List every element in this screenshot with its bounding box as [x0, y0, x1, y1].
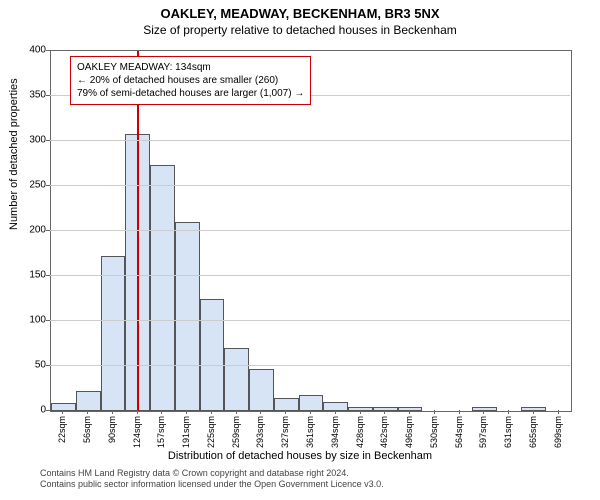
y-tick-label: 300 — [29, 135, 46, 146]
y-tick-mark — [46, 275, 50, 276]
y-tick-label: 150 — [29, 270, 46, 281]
x-tick-label: 631sqm — [503, 416, 513, 448]
y-tick-label: 50 — [35, 360, 46, 371]
y-tick-label: 350 — [29, 90, 46, 101]
x-tick-label: 225sqm — [206, 416, 216, 448]
x-tick-mark — [87, 410, 88, 414]
x-tick-label: 564sqm — [454, 416, 464, 448]
x-tick-label: 293sqm — [255, 416, 265, 448]
x-tick-label: 597sqm — [478, 416, 488, 448]
gridline — [50, 365, 570, 366]
x-tick-label: 361sqm — [305, 416, 315, 448]
histogram-bar — [150, 165, 175, 411]
y-tick-mark — [46, 230, 50, 231]
x-tick-mark — [112, 410, 113, 414]
x-tick-mark — [285, 410, 286, 414]
histogram-bar — [51, 403, 76, 411]
histogram-bar — [249, 369, 274, 411]
x-tick-mark — [161, 410, 162, 414]
x-tick-label: 428sqm — [355, 416, 365, 448]
y-tick-label: 400 — [29, 45, 46, 56]
histogram-bar — [299, 395, 324, 411]
x-tick-mark — [137, 410, 138, 414]
gridline — [50, 275, 570, 276]
histogram-bar — [224, 348, 249, 411]
annotation-box: OAKLEY MEADWAY: 134sqm ← 20% of detached… — [70, 56, 311, 105]
y-axis-label: Number of detached properties — [8, 78, 20, 230]
property-marker-line — [137, 51, 139, 411]
x-tick-label: 90sqm — [107, 416, 117, 443]
gridline — [50, 140, 570, 141]
footer-line2: Contains public sector information licen… — [40, 479, 384, 490]
histogram-bar — [200, 299, 225, 411]
histogram-bar — [76, 391, 101, 411]
x-tick-mark — [558, 410, 559, 414]
histogram-bar — [323, 402, 348, 411]
x-tick-label: 496sqm — [404, 416, 414, 448]
footer-attribution: Contains HM Land Registry data © Crown c… — [40, 468, 384, 490]
annotation-line3: 79% of semi-detached houses are larger (… — [77, 87, 304, 100]
gridline — [50, 230, 570, 231]
chart-title-sub: Size of property relative to detached ho… — [0, 21, 600, 37]
x-tick-mark — [260, 410, 261, 414]
x-tick-label: 191sqm — [181, 416, 191, 448]
histogram-bar — [175, 222, 200, 411]
x-tick-label: 530sqm — [429, 416, 439, 448]
y-tick-mark — [46, 185, 50, 186]
y-tick-label: 250 — [29, 180, 46, 191]
x-tick-mark — [211, 410, 212, 414]
x-tick-mark — [360, 410, 361, 414]
x-tick-mark — [62, 410, 63, 414]
x-tick-label: 462sqm — [379, 416, 389, 448]
x-tick-mark — [533, 410, 534, 414]
annotation-line1: OAKLEY MEADWAY: 134sqm — [77, 61, 304, 74]
histogram-bar — [101, 256, 126, 411]
gridline — [50, 185, 570, 186]
x-tick-label: 394sqm — [330, 416, 340, 448]
x-tick-mark — [459, 410, 460, 414]
x-tick-label: 56sqm — [82, 416, 92, 443]
x-tick-mark — [236, 410, 237, 414]
y-tick-mark — [46, 95, 50, 96]
x-tick-mark — [384, 410, 385, 414]
x-tick-label: 22sqm — [57, 416, 67, 443]
x-tick-label: 259sqm — [231, 416, 241, 448]
x-tick-mark — [335, 410, 336, 414]
histogram-bar — [348, 407, 373, 411]
chart-title-main: OAKLEY, MEADWAY, BECKENHAM, BR3 5NX — [0, 0, 600, 21]
x-tick-mark — [508, 410, 509, 414]
footer-line1: Contains HM Land Registry data © Crown c… — [40, 468, 384, 479]
histogram-bar — [521, 407, 546, 411]
y-tick-mark — [46, 140, 50, 141]
y-tick-mark — [46, 410, 50, 411]
x-axis-label: Distribution of detached houses by size … — [0, 450, 600, 462]
y-tick-label: 100 — [29, 315, 46, 326]
y-tick-mark — [46, 320, 50, 321]
gridline — [50, 320, 570, 321]
x-tick-mark — [409, 410, 410, 414]
x-tick-mark — [186, 410, 187, 414]
x-tick-label: 124sqm — [132, 416, 142, 448]
x-tick-mark — [310, 410, 311, 414]
x-tick-mark — [483, 410, 484, 414]
y-tick-mark — [46, 50, 50, 51]
y-tick-label: 200 — [29, 225, 46, 236]
x-tick-label: 327sqm — [280, 416, 290, 448]
x-tick-label: 665sqm — [528, 416, 538, 448]
y-tick-mark — [46, 365, 50, 366]
x-tick-label: 699sqm — [553, 416, 563, 448]
annotation-line2: ← 20% of detached houses are smaller (26… — [77, 74, 304, 87]
x-tick-mark — [434, 410, 435, 414]
x-tick-label: 157sqm — [156, 416, 166, 448]
